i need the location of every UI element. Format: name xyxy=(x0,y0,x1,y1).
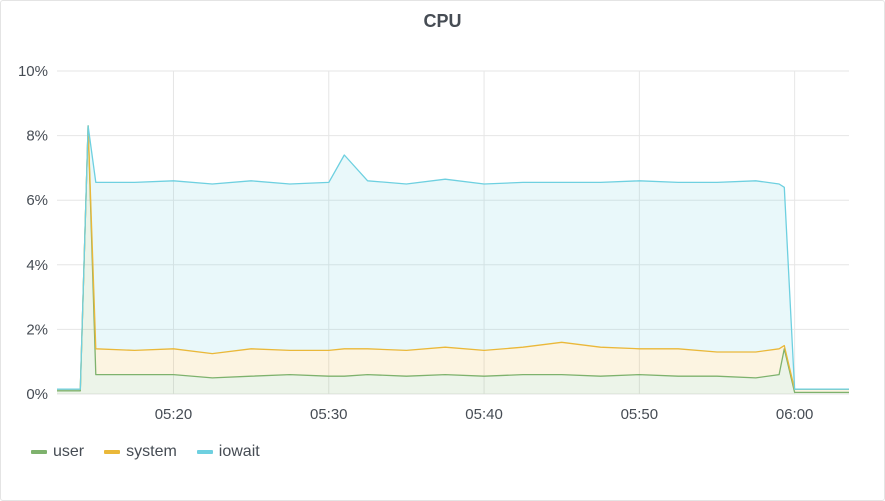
legend: user system iowait xyxy=(31,443,260,461)
legend-label-iowait: iowait xyxy=(218,443,260,460)
x-tick-label: 05:50 xyxy=(621,406,659,423)
series-area-iowait xyxy=(57,125,849,390)
y-tick-label: 8% xyxy=(26,128,48,145)
cpu-chart[interactable]: 0% 2% 4% 6% 8% 10% 05:20 05:30 05:40 05:50 06:00 xyxy=(1,1,885,441)
legend-item-system[interactable]: system xyxy=(104,443,177,461)
series-area-system xyxy=(57,125,849,393)
legend-label-system: system xyxy=(126,443,177,460)
x-tick-label: 06:00 xyxy=(776,406,814,423)
legend-label-user: user xyxy=(53,443,85,460)
legend-swatch-user xyxy=(31,450,47,454)
series-line-iowait xyxy=(57,125,849,390)
y-tick-label: 6% xyxy=(26,192,48,209)
legend-item-iowait[interactable]: iowait xyxy=(196,443,260,461)
legend-swatch-system xyxy=(104,450,121,454)
y-tick-label: 4% xyxy=(26,257,48,274)
series-line-system xyxy=(57,125,849,390)
legend-swatch-iowait xyxy=(196,450,213,454)
panel-title[interactable]: CPU xyxy=(423,11,462,31)
x-tick-label: 05:20 xyxy=(155,406,193,423)
series-line-user xyxy=(57,125,849,394)
legend-item-user[interactable]: user xyxy=(31,443,84,461)
y-tick-label: 10% xyxy=(18,63,48,80)
x-tick-label: 05:40 xyxy=(465,406,503,423)
x-tick-label: 05:30 xyxy=(310,406,348,423)
y-tick-label: 2% xyxy=(26,321,48,338)
y-tick-label: 0% xyxy=(26,386,48,403)
